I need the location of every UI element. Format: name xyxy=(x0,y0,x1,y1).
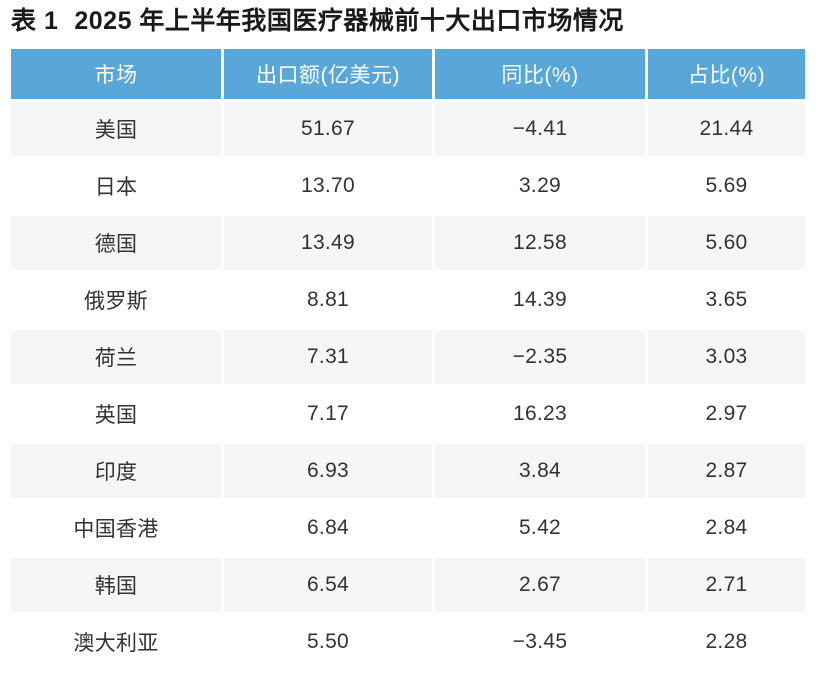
yoy-cell: 3.84 xyxy=(435,444,645,498)
yoy-cell: −2.35 xyxy=(435,330,645,384)
table-row: 美国 51.67 −4.41 21.44 xyxy=(11,102,805,156)
header-row: 市场 出口额(亿美元) 同比(%) 占比(%) xyxy=(11,49,805,99)
yoy-cell: −3.45 xyxy=(435,615,645,669)
table-header: 市场 出口额(亿美元) 同比(%) 占比(%) xyxy=(11,49,805,99)
share-cell: 2.71 xyxy=(648,558,805,612)
column-header-market: 市场 xyxy=(11,49,221,99)
share-cell: 2.84 xyxy=(648,501,805,555)
market-cell: 德国 xyxy=(11,216,221,270)
share-cell: 2.28 xyxy=(648,615,805,669)
table-row: 韩国 6.54 2.67 2.71 xyxy=(11,558,805,612)
yoy-cell: 3.29 xyxy=(435,159,645,213)
column-header-yoy: 同比(%) xyxy=(435,49,645,99)
column-header-export-value: 出口额(亿美元) xyxy=(224,49,432,99)
table-row: 荷兰 7.31 −2.35 3.03 xyxy=(11,330,805,384)
market-cell: 印度 xyxy=(11,444,221,498)
export-value-cell: 6.93 xyxy=(224,444,432,498)
export-value-cell: 13.49 xyxy=(224,216,432,270)
share-cell: 2.97 xyxy=(648,387,805,441)
share-cell: 21.44 xyxy=(648,102,805,156)
share-cell: 5.69 xyxy=(648,159,805,213)
table-number-label: 表 1 xyxy=(11,7,59,35)
export-value-cell: 5.50 xyxy=(224,615,432,669)
yoy-cell: 16.23 xyxy=(435,387,645,441)
table-title: 表 1 2025 年上半年我国医疗器械前十大出口市场情况 xyxy=(8,0,808,46)
table-title-text: 2025 年上半年我国医疗器械前十大出口市场情况 xyxy=(74,7,624,35)
table-body: 美国 51.67 −4.41 21.44 日本 13.70 3.29 5.69 … xyxy=(11,102,805,669)
share-cell: 3.65 xyxy=(648,273,805,327)
yoy-cell: 14.39 xyxy=(435,273,645,327)
market-cell: 俄罗斯 xyxy=(11,273,221,327)
table-row: 德国 13.49 12.58 5.60 xyxy=(11,216,805,270)
market-cell: 韩国 xyxy=(11,558,221,612)
export-value-cell: 6.54 xyxy=(224,558,432,612)
table-row: 俄罗斯 8.81 14.39 3.65 xyxy=(11,273,805,327)
table-row: 澳大利亚 5.50 −3.45 2.28 xyxy=(11,615,805,669)
market-cell: 日本 xyxy=(11,159,221,213)
export-markets-table: 市场 出口额(亿美元) 同比(%) 占比(%) 美国 51.67 −4.41 2… xyxy=(8,46,808,672)
market-cell: 英国 xyxy=(11,387,221,441)
column-header-share: 占比(%) xyxy=(648,49,805,99)
market-cell: 澳大利亚 xyxy=(11,615,221,669)
export-value-cell: 51.67 xyxy=(224,102,432,156)
market-cell: 美国 xyxy=(11,102,221,156)
yoy-cell: 12.58 xyxy=(435,216,645,270)
table-row: 日本 13.70 3.29 5.69 xyxy=(11,159,805,213)
table-row: 英国 7.17 16.23 2.97 xyxy=(11,387,805,441)
yoy-cell: 2.67 xyxy=(435,558,645,612)
export-value-cell: 6.84 xyxy=(224,501,432,555)
table-row: 印度 6.93 3.84 2.87 xyxy=(11,444,805,498)
yoy-cell: −4.41 xyxy=(435,102,645,156)
share-cell: 2.87 xyxy=(648,444,805,498)
share-cell: 5.60 xyxy=(648,216,805,270)
export-value-cell: 7.17 xyxy=(224,387,432,441)
market-cell: 荷兰 xyxy=(11,330,221,384)
table-row: 中国香港 6.84 5.42 2.84 xyxy=(11,501,805,555)
yoy-cell: 5.42 xyxy=(435,501,645,555)
market-cell: 中国香港 xyxy=(11,501,221,555)
share-cell: 3.03 xyxy=(648,330,805,384)
export-value-cell: 7.31 xyxy=(224,330,432,384)
export-value-cell: 13.70 xyxy=(224,159,432,213)
export-value-cell: 8.81 xyxy=(224,273,432,327)
